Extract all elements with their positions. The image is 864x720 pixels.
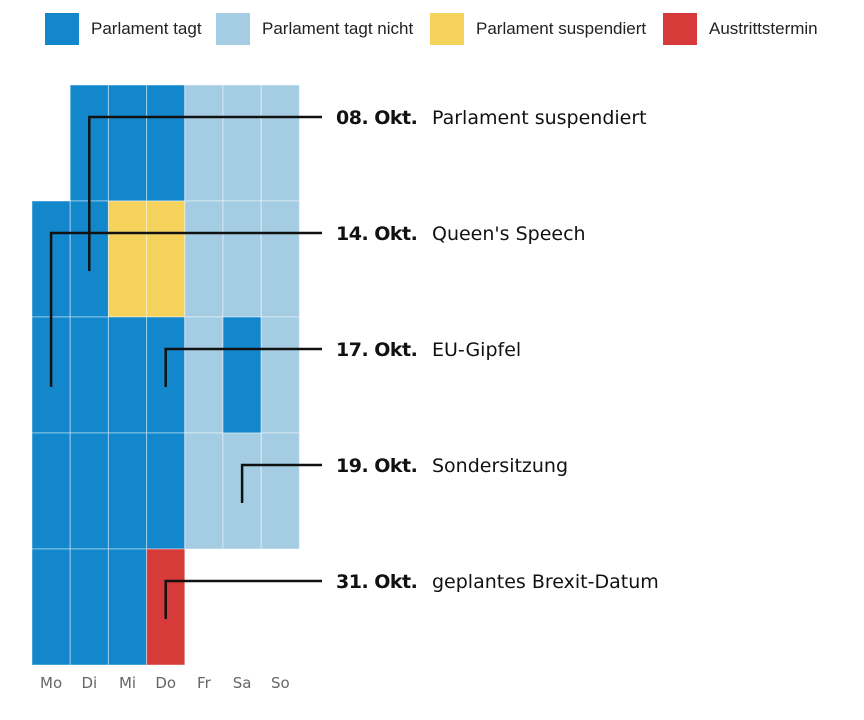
annotation-leader-line (240, 463, 322, 503)
annotation-leader-line (49, 231, 322, 387)
annotation-text: EU-Gipfel (432, 339, 521, 361)
day-cell (69, 548, 109, 666)
annotation-text: geplantes Brexit-Datum (432, 571, 659, 593)
weekday-label: So (271, 674, 290, 692)
day-cell (260, 84, 300, 202)
day-cell (146, 432, 186, 550)
annotation-leader-line (88, 115, 322, 271)
day-cell (184, 316, 224, 434)
legend: Parlament tagt Parlament tagt nicht Parl… (0, 0, 864, 60)
day-cell (31, 548, 71, 666)
weekday-label: Mo (40, 674, 62, 692)
annotation-date: 19. Okt. (336, 455, 417, 477)
day-cell (69, 432, 109, 550)
legend-swatch-tagt (45, 13, 79, 45)
legend-label-tagt: Parlament tagt (91, 19, 202, 38)
legend-swatch-tagt-nicht (216, 13, 250, 45)
annotation-leader-line (164, 579, 322, 619)
day-cell (107, 548, 148, 666)
day-cell (184, 84, 224, 202)
day-cell (260, 316, 300, 434)
day-cell (260, 432, 300, 550)
annotation-date: 31. Okt. (336, 571, 417, 593)
legend-item-suspendiert: Parlament suspendiert (430, 13, 646, 45)
annotation-date: 08. Okt. (336, 107, 417, 129)
day-cell (260, 200, 300, 318)
day-cell (184, 200, 224, 318)
day-cell (107, 432, 148, 550)
day-cell (31, 432, 71, 550)
day-cell (222, 200, 262, 318)
annotation-date: 14. Okt. (336, 223, 417, 245)
legend-swatch-austritt (663, 13, 697, 45)
weekday-label: Di (81, 674, 97, 692)
annotation-text: Queen's Speech (432, 223, 586, 245)
day-cell (107, 84, 148, 202)
legend-label-suspendiert: Parlament suspendiert (476, 19, 647, 38)
legend-item-tagt-nicht: Parlament tagt nicht (216, 13, 413, 45)
weekday-label: Mi (119, 674, 136, 692)
day-cell (107, 316, 148, 434)
annotation-leader-line (164, 347, 322, 387)
legend-item-austritt: Austrittstermin (663, 13, 818, 45)
day-cell (69, 316, 109, 434)
day-cell (184, 432, 224, 550)
day-cell (222, 84, 262, 202)
legend-item-tagt: Parlament tagt (45, 13, 202, 45)
legend-label-austritt: Austrittstermin (709, 19, 818, 38)
legend-label-tagt-nicht: Parlament tagt nicht (262, 19, 414, 38)
annotation-date: 17. Okt. (336, 339, 417, 361)
day-cell (146, 84, 186, 202)
weekday-label: Sa (233, 674, 252, 692)
weekday-label: Fr (197, 674, 212, 692)
day-cell (222, 316, 262, 434)
annotation-text: Sondersitzung (432, 455, 568, 477)
day-cell (146, 200, 186, 318)
weekday-label: Do (155, 674, 176, 692)
day-cell (107, 200, 148, 318)
annotation-text: Parlament suspendiert (432, 107, 647, 129)
legend-swatch-suspendiert (430, 13, 464, 45)
